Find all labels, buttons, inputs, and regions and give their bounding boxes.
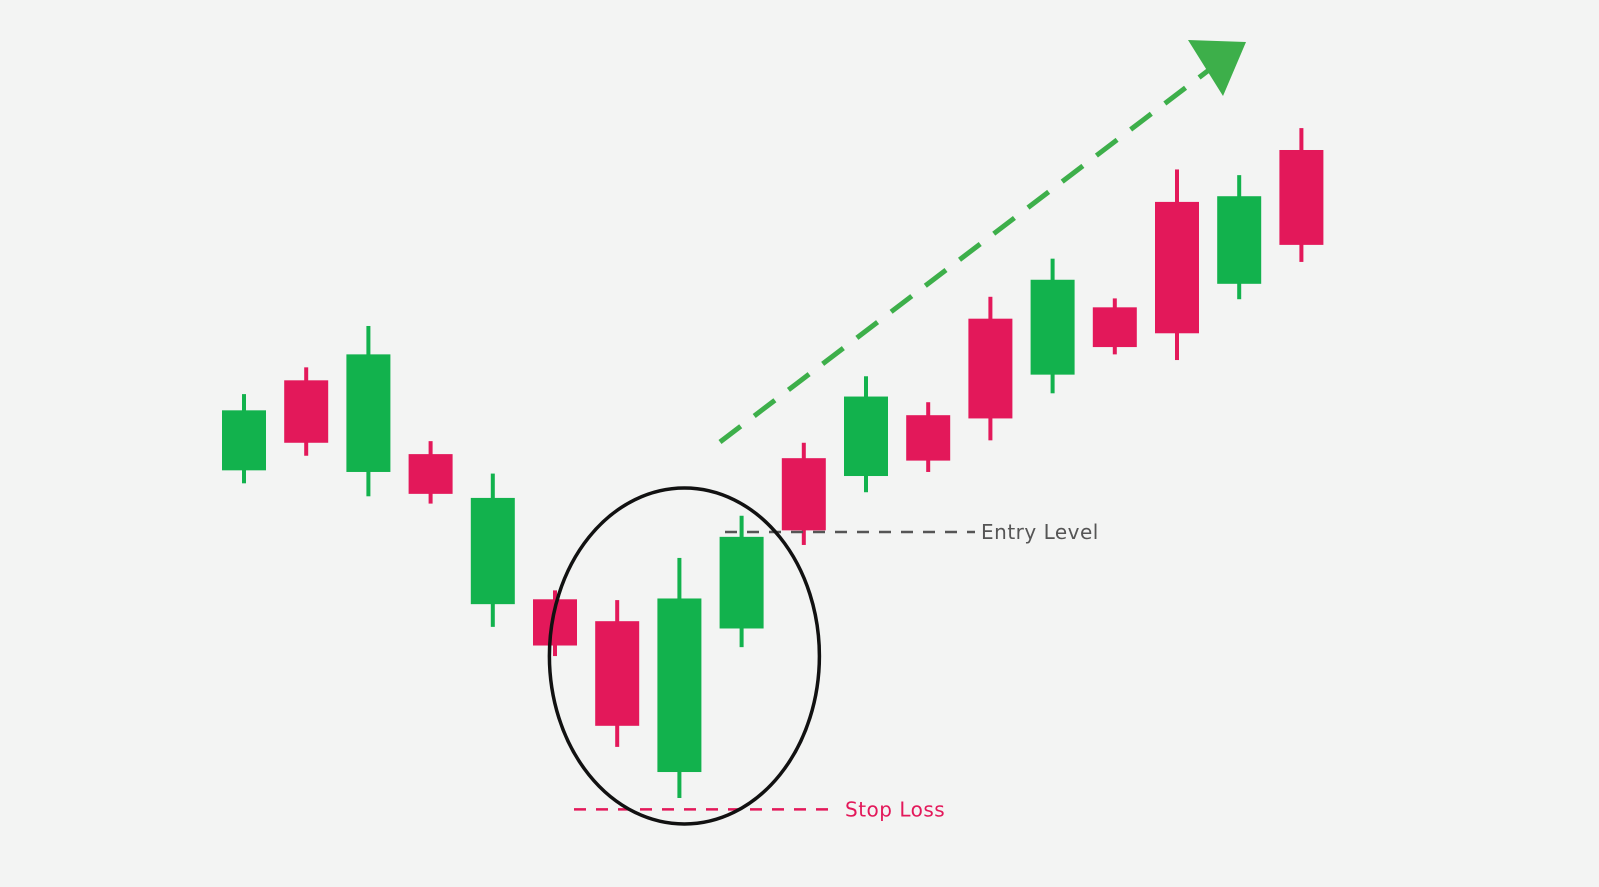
stop-loss-label: Stop Loss: [845, 797, 945, 821]
candle-10: [781, 442, 826, 545]
candle-body: [284, 380, 329, 443]
entry-level-label: Entry Level: [981, 520, 1099, 544]
candle-3: [346, 325, 391, 497]
candle-body: [657, 598, 702, 773]
candle-4: [408, 441, 453, 504]
candle-2: [284, 367, 329, 456]
pattern-highlight-circle: [547, 486, 822, 826]
candle-13: [968, 296, 1013, 441]
candle-9: [719, 515, 764, 648]
candle-14: [1030, 258, 1075, 394]
candle-body: [844, 396, 888, 477]
candle-body: [346, 354, 391, 472]
candle-body: [1279, 149, 1324, 245]
candle-body: [595, 621, 640, 726]
candle-1: [222, 394, 266, 484]
candle-body: [719, 536, 764, 629]
trend-arrow-head: [1188, 40, 1246, 96]
trend-arrow-shaft: [718, 58, 1224, 444]
candle-7: [595, 600, 640, 747]
candle-18: [1279, 128, 1324, 262]
candle-15: [1092, 298, 1137, 355]
candle-body: [968, 318, 1013, 419]
candle-body: [781, 458, 826, 531]
trend-arrow: [718, 40, 1246, 444]
candle-12: [906, 402, 951, 472]
candle-body: [470, 497, 515, 605]
candle-body: [1030, 279, 1075, 375]
candle-body: [906, 415, 951, 461]
candle-body: [1217, 196, 1262, 284]
candle-body: [1092, 307, 1137, 348]
candle-5: [470, 473, 515, 627]
candle-17: [1217, 175, 1262, 300]
candle-body: [408, 454, 453, 494]
candle-body: [222, 410, 266, 471]
candle-body: [1155, 201, 1199, 334]
candle-16: [1155, 169, 1199, 361]
candle-6: [533, 590, 577, 657]
candles: [222, 128, 1324, 798]
levels: Entry Level Stop Loss: [574, 520, 1099, 821]
candle-8: [657, 557, 702, 798]
candle-11: [844, 376, 888, 493]
